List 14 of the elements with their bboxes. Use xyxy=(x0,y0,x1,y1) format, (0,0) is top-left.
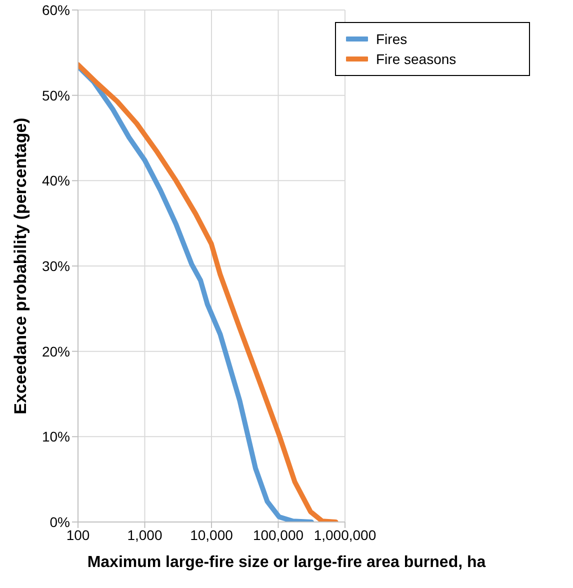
y-tick-label: 20% xyxy=(42,343,70,360)
y-tick-label: 60% xyxy=(42,2,70,18)
y-axis-title: Exceedance probability (percentage) xyxy=(11,118,30,414)
x-tick-label: 1,000,000 xyxy=(314,526,376,543)
y-tick-label: 10% xyxy=(42,428,70,445)
y-tick-label: 30% xyxy=(42,258,70,274)
legend-label: Fires xyxy=(376,30,408,49)
y-tick-label: 40% xyxy=(42,172,70,189)
y-tick-label: 50% xyxy=(42,87,70,104)
x-tick-label: 100,000 xyxy=(252,526,304,543)
x-axis-title: Maximum large-fire size or large-fire area burned, ha xyxy=(86,554,487,572)
legend-label: Fire seasons xyxy=(376,50,456,69)
x-tick-label: 10,000 xyxy=(190,526,234,543)
x-tick-label: 1,000 xyxy=(127,526,162,543)
